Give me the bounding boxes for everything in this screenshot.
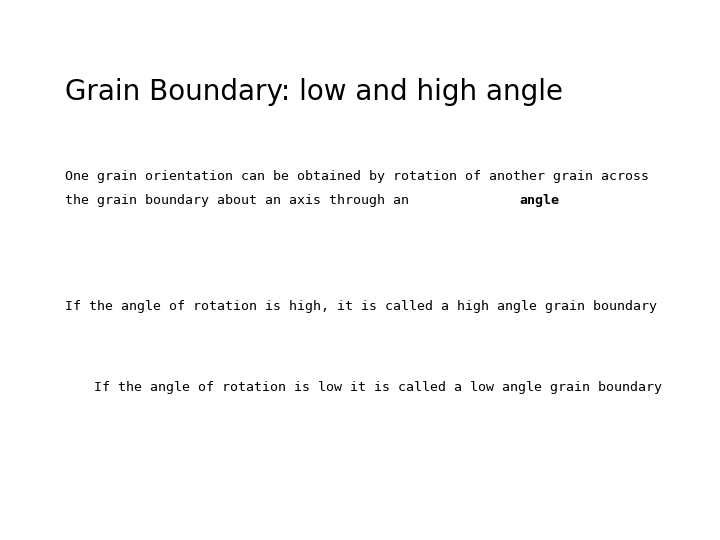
Text: Grain Boundary: low and high angle: Grain Boundary: low and high angle (65, 78, 563, 106)
Text: the grain boundary about an axis through an: the grain boundary about an axis through… (65, 194, 417, 207)
Text: One grain orientation can be obtained by rotation of another grain across: One grain orientation can be obtained by… (65, 170, 649, 183)
Text: If the angle of rotation is high, it is called a high angle grain boundary: If the angle of rotation is high, it is … (65, 300, 657, 313)
Text: angle: angle (519, 194, 559, 207)
Text: If the angle of rotation is low it is called a low angle grain boundary: If the angle of rotation is low it is ca… (94, 381, 662, 394)
